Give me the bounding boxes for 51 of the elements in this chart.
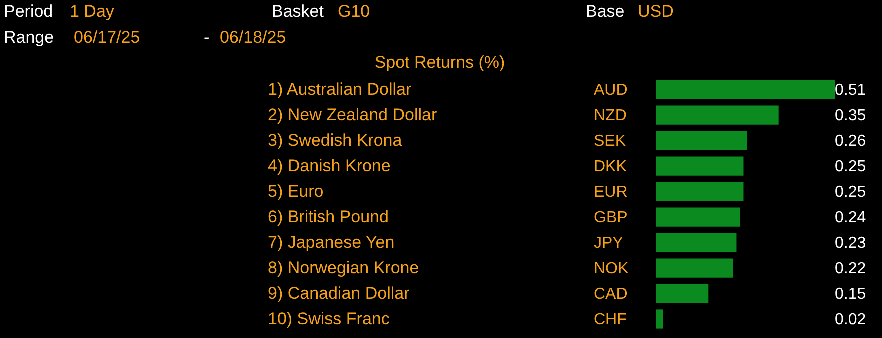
text: NZD (594, 107, 627, 124)
text: 06/18/25 (220, 28, 286, 47)
text: CAD (594, 286, 628, 303)
text: Basket (272, 2, 324, 21)
y-tick-label: 5) Euro (268, 182, 324, 201)
bar (656, 131, 748, 150)
data-label: 0.51 (835, 82, 866, 99)
text: Spot Returns (%) (374, 53, 506, 72)
data-label: 0.23 (835, 234, 866, 252)
y-tick-label: 7) Japanese Yen (268, 232, 395, 252)
data-label: 0.24 (835, 209, 866, 226)
data-label: 0.35 (835, 107, 866, 124)
bar (656, 233, 737, 252)
text: JPY (594, 234, 624, 252)
text: Period (4, 2, 54, 21)
text: DKK (594, 158, 628, 176)
bar (656, 208, 740, 227)
text: 1 Day (70, 2, 115, 21)
bar (656, 80, 835, 100)
bar (656, 106, 779, 125)
text: G10 (338, 2, 370, 21)
y-tick-label: 9) Canadian Dollar (268, 284, 410, 303)
bar (656, 156, 744, 176)
data-label: 0.26 (835, 132, 866, 150)
y-tick-label: 10) Swiss Franc (268, 309, 390, 328)
y-tick-label: 1) Australian Dollar (268, 80, 412, 99)
text: Range (4, 28, 54, 47)
text: GBP (594, 209, 628, 226)
bar (656, 182, 744, 202)
text: SEK (594, 132, 626, 150)
data-label: 0.02 (835, 311, 866, 328)
text: EUR (594, 184, 628, 201)
data-label: 0.25 (835, 158, 866, 176)
bar (656, 258, 734, 278)
text: USD (638, 2, 674, 21)
text: - (204, 28, 210, 47)
data-label: 0.15 (835, 286, 866, 303)
y-tick-label: 4) Danish Krone (268, 156, 391, 176)
text: AUD (594, 82, 628, 99)
data-label: 0.25 (835, 184, 866, 201)
y-tick-label: 2) New Zealand Dollar (268, 105, 438, 124)
y-tick-label: 6) British Pound (268, 207, 389, 226)
text: Base (586, 2, 625, 21)
text: NOK (594, 260, 629, 278)
text: 06/17/25 (74, 28, 140, 47)
data-label: 0.22 (835, 260, 866, 278)
bar (656, 310, 664, 329)
y-tick-label: 8) Norwegian Krone (268, 258, 420, 278)
y-tick-label: 3) Swedish Krona (268, 130, 403, 150)
text: CHF (594, 311, 628, 328)
bar (656, 284, 709, 304)
